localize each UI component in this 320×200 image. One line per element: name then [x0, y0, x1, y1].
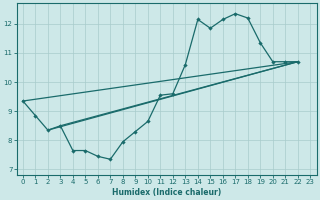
X-axis label: Humidex (Indice chaleur): Humidex (Indice chaleur)	[112, 188, 221, 197]
